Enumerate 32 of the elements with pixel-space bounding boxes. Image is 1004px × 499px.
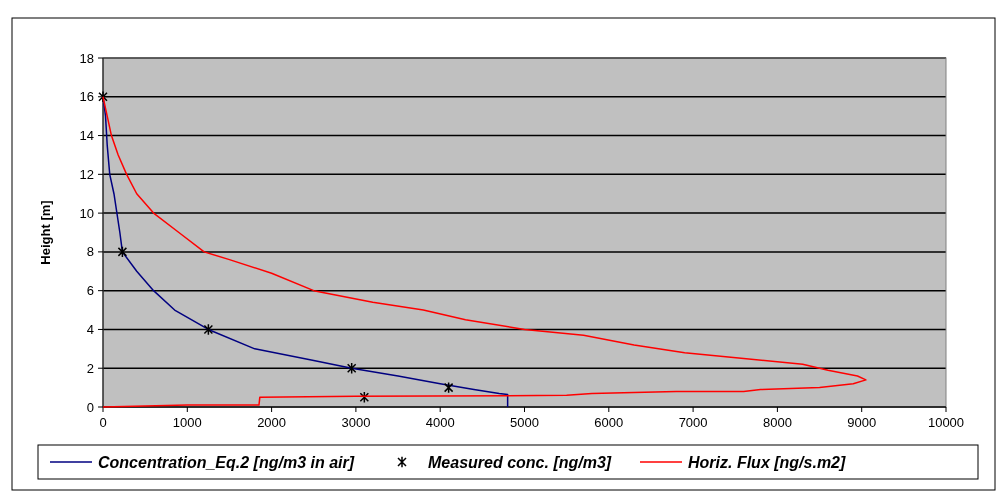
y-tick-label: 10 xyxy=(79,205,94,221)
x-tick-label: 9000 xyxy=(847,415,877,430)
legend-label: Measured conc. [ng/m3] xyxy=(428,453,612,471)
x-tick-label: 7000 xyxy=(678,415,708,430)
y-tick-label: 4 xyxy=(86,321,94,337)
x-tick-label: 2000 xyxy=(257,415,287,430)
x-tick-label: 3000 xyxy=(341,415,371,430)
line-series xyxy=(102,96,867,408)
point xyxy=(359,391,370,404)
y-tick-label: 6 xyxy=(86,283,94,299)
point xyxy=(117,245,128,258)
legend-label: Concentration_Eq.2 [ng/m3 in air] xyxy=(98,453,355,471)
x-tick-label: 10000 xyxy=(927,415,965,430)
y-tick-label: 12 xyxy=(79,166,94,182)
y-tick-label: 14 xyxy=(79,128,94,144)
x-tick-label: 8000 xyxy=(762,415,792,430)
y-tick-label: 8 xyxy=(86,244,94,260)
x-tick-label: 5000 xyxy=(510,415,539,430)
x-tick-label: 6000 xyxy=(594,415,624,430)
point xyxy=(98,90,108,103)
y-axis-title: Height [m] xyxy=(38,200,53,265)
point xyxy=(443,381,454,394)
y-tick-label: 16 xyxy=(79,89,94,105)
x-tick-label: 0 xyxy=(99,415,107,430)
x-tick-label: 4000 xyxy=(425,415,455,430)
point xyxy=(203,323,214,336)
x-tick-label: 1000 xyxy=(172,415,202,430)
point xyxy=(346,362,357,375)
legend-label: Horiz. Flux [ng/s.m2] xyxy=(688,453,847,471)
y-tick-label: 0 xyxy=(86,399,94,415)
y-tick-label: 18 xyxy=(79,50,94,66)
y-tick-label: 2 xyxy=(86,360,94,376)
